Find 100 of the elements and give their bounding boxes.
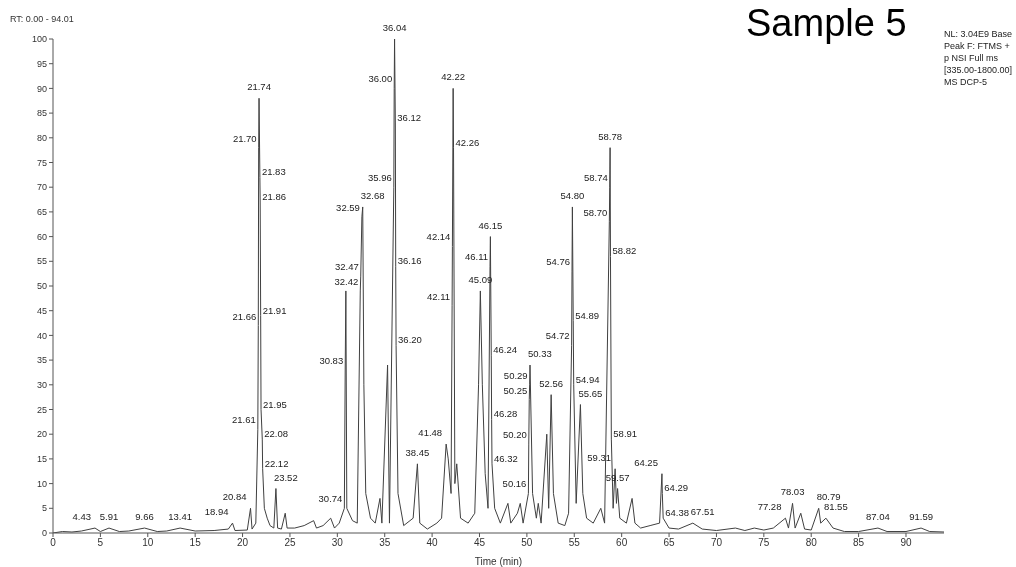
y-tick-label: 55 xyxy=(36,256,47,267)
annotation: 22.12 xyxy=(264,457,289,469)
x-tick-label: 55 xyxy=(568,537,581,549)
annotation: 32.42 xyxy=(334,275,359,287)
y-tick-label: 45 xyxy=(36,305,47,316)
y-tick-label: 30 xyxy=(36,379,47,390)
annotation: 46.15 xyxy=(478,219,503,231)
x-tick-label: 20 xyxy=(236,537,249,549)
annotation: 42.22 xyxy=(441,71,466,83)
y-tick-label: 25 xyxy=(36,404,47,415)
annotation: 46.11 xyxy=(464,251,489,263)
y-tick-label: 15 xyxy=(36,454,47,465)
annotation: 41.48 xyxy=(418,427,443,439)
y-tick-label: 60 xyxy=(36,231,47,242)
annotation: 78.03 xyxy=(780,486,805,498)
annotation: 42.26 xyxy=(455,136,480,148)
y-tick-label: 20 xyxy=(36,429,47,440)
y-tick-label: 90 xyxy=(36,83,47,94)
annotation: 36.04 xyxy=(382,22,407,33)
chart-title: Sample 5 xyxy=(746,2,907,45)
annotation: 22.08 xyxy=(264,428,289,440)
annotation: 21.74 xyxy=(247,81,271,93)
annotation: 46.28 xyxy=(493,408,518,420)
y-tick-label: 70 xyxy=(36,182,47,193)
x-tick-label: 10 xyxy=(142,537,154,549)
annotation: 36.16 xyxy=(397,255,422,267)
annotation: 21.61 xyxy=(232,414,256,426)
x-tick-label: 85 xyxy=(853,537,865,549)
y-tick-label: 95 xyxy=(36,58,47,69)
annotation: 32.47 xyxy=(334,261,359,273)
annotation: 32.68 xyxy=(360,189,385,201)
annotation: 50.25 xyxy=(503,384,528,396)
annotation: 13.41 xyxy=(168,511,192,523)
x-axis-title: Time (min) xyxy=(474,556,523,567)
annotation: 9.66 xyxy=(135,511,154,523)
x-tick-label: 50 xyxy=(521,537,533,549)
x-tick-label: 60 xyxy=(616,537,628,549)
annotation: 38.45 xyxy=(405,446,430,458)
annotation: 18.94 xyxy=(204,506,229,518)
annotation: 52.56 xyxy=(539,377,564,389)
y-tick-label: 100 xyxy=(31,34,47,45)
annotation: 50.33 xyxy=(528,348,552,360)
y-tick-label: 40 xyxy=(36,330,47,341)
annotation: 81.55 xyxy=(823,501,848,513)
y-tick-label: 75 xyxy=(36,157,47,168)
annotation: 21.91 xyxy=(262,304,287,316)
annotation: 77.28 xyxy=(757,501,782,513)
x-tick-label: 45 xyxy=(473,537,486,549)
annotation: 54.72 xyxy=(545,330,570,342)
y-tick-label: 35 xyxy=(36,355,47,366)
annotation: 58.70 xyxy=(583,206,608,218)
annotation: 21.83 xyxy=(261,166,286,178)
annotation: 55.65 xyxy=(578,387,603,399)
y-tick-label: 5 xyxy=(41,503,47,514)
annotation: 23.52 xyxy=(273,471,298,483)
annotation: 58.91 xyxy=(613,428,638,440)
annotation: 58.74 xyxy=(583,172,608,184)
annotation: 5.91 xyxy=(99,511,119,523)
y-tick-label: 85 xyxy=(36,108,47,119)
annotation: 54.89 xyxy=(575,309,600,321)
annotation: 54.76 xyxy=(546,256,570,268)
annotation: 58.82 xyxy=(612,245,637,257)
x-tick-label: 75 xyxy=(758,537,770,549)
y-tick-label: 50 xyxy=(36,281,47,292)
annotation: 21.66 xyxy=(232,310,257,322)
annotation: 30.74 xyxy=(318,493,343,505)
x-tick-label: 65 xyxy=(663,537,676,549)
x-tick-label: 70 xyxy=(710,537,723,549)
x-tick-label: 80 xyxy=(805,537,818,549)
x-tick-label: 25 xyxy=(284,537,296,549)
annotation: 35.96 xyxy=(368,172,392,184)
x-tick-label: 15 xyxy=(189,537,202,549)
annotation: 50.16 xyxy=(502,478,527,490)
annotation: 67.51 xyxy=(690,506,715,518)
y-tick-label: 80 xyxy=(36,133,47,143)
annotation: 64.25 xyxy=(634,456,658,468)
x-tick-label: 35 xyxy=(379,537,391,549)
annotation: 30.83 xyxy=(319,354,344,366)
y-tick-label: 65 xyxy=(36,207,47,218)
annotation: 36.20 xyxy=(398,334,422,346)
annotation: 42.11 xyxy=(427,290,451,302)
annotation: 36.12 xyxy=(397,111,422,123)
annotation: 54.94 xyxy=(575,373,600,385)
annotation: 54.80 xyxy=(560,189,585,201)
annotation: 42.14 xyxy=(426,231,451,243)
annotation: 46.32 xyxy=(494,452,518,464)
text: RT: 0.00 - 94.01 xyxy=(10,14,74,24)
annotation: 91.59 xyxy=(909,511,933,523)
annotation: 58.78 xyxy=(598,130,622,142)
x-tick-label: 5 xyxy=(97,537,104,549)
annotation: 64.29 xyxy=(664,482,689,494)
annotation: 80.79 xyxy=(816,491,841,503)
annotation: 32.59 xyxy=(336,201,360,213)
annotation: 21.95 xyxy=(263,398,287,410)
annotation: 20.84 xyxy=(222,491,247,503)
text: NL: 3.04E9 Base Peak F: FTMS + p NSI Full ms [335.00-1800.00] MS DCP-5 xyxy=(944,28,1014,88)
x-tick-label: 30 xyxy=(331,537,344,549)
annotation: 50.20 xyxy=(503,429,527,441)
y-tick-label: 0 xyxy=(41,528,47,539)
annotation: 87.04 xyxy=(866,511,890,523)
